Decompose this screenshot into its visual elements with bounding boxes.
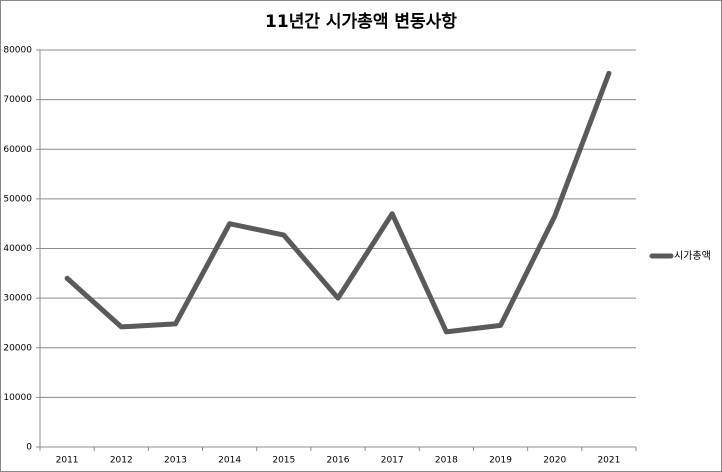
y-tick-label: 20000 <box>3 343 32 353</box>
y-tick-label: 50000 <box>3 194 32 204</box>
x-tick-label: 2017 <box>381 456 404 466</box>
y-tick-label: 60000 <box>3 145 32 155</box>
y-tick-label: 70000 <box>3 95 32 105</box>
x-tick-label: 2016 <box>327 456 350 466</box>
chart-title: 11년간 시가총액 변동사항 <box>265 11 457 32</box>
line-series <box>64 70 612 335</box>
x-tick-label: 2019 <box>489 456 512 466</box>
legend-label: 시가총액 <box>674 250 711 262</box>
x-tick-label: 2015 <box>272 456 295 466</box>
x-tick-label: 2020 <box>543 456 566 466</box>
x-tick-label: 2018 <box>435 456 458 466</box>
y-tick-label: 30000 <box>3 294 32 304</box>
y-tick-label: 80000 <box>3 46 32 56</box>
y-tick-label: 10000 <box>3 393 32 403</box>
y-tick-label: 0 <box>26 443 32 453</box>
x-tick-label: 2012 <box>110 456 133 466</box>
x-tick-label: 2011 <box>56 456 79 466</box>
x-tick-label: 2013 <box>164 456 187 466</box>
x-tick-label: 2021 <box>597 456 620 466</box>
y-tick-label: 40000 <box>3 244 32 254</box>
x-tick-label: 2014 <box>218 456 241 466</box>
